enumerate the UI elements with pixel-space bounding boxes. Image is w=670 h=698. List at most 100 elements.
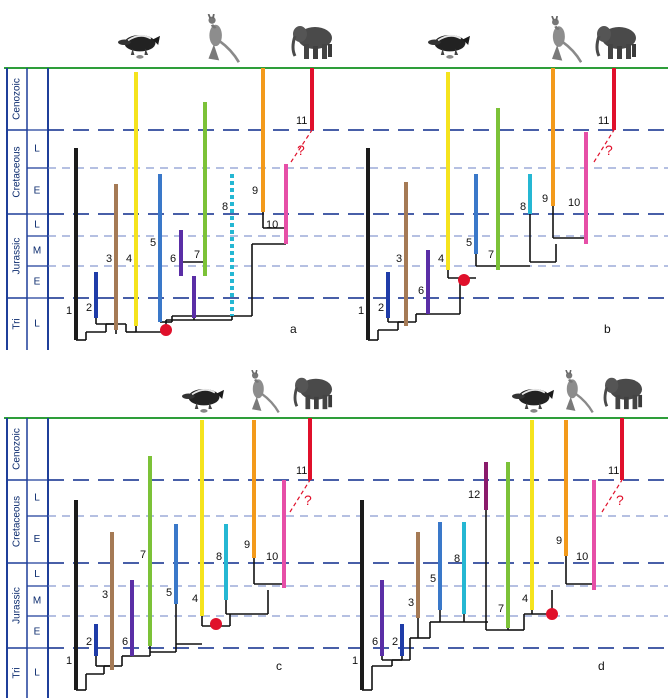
uncertain-link: [601, 479, 623, 513]
lineage-label: 4: [522, 593, 528, 605]
platypus-icon: [428, 34, 470, 60]
panel-label: b: [604, 322, 611, 336]
timescale-bottom: Cenozoic Cretaceous Jurassic Tri L E L M E L: [4, 417, 668, 698]
platypus-icon: [512, 388, 554, 414]
uncertain-question-mark: ?: [304, 492, 312, 508]
ancestral-node-marker: [458, 274, 470, 286]
lineage-label: 3: [408, 597, 414, 609]
lineage-label: 4: [438, 253, 444, 265]
lineage-label: 9: [556, 535, 562, 547]
lineage-label: 4: [192, 593, 198, 605]
lineage-label: 11: [296, 115, 307, 127]
subperiod-label: L: [34, 319, 40, 330]
era-label-jurassic: Jurassic: [12, 238, 23, 275]
lineage-label: 6: [122, 636, 128, 648]
timescale-top: Cenozoic Cretaceous Jurassic Tri L E L M E L: [4, 67, 668, 350]
era-label-cretaceous: Cretaceous: [12, 496, 23, 547]
lineage-label: 12: [468, 489, 480, 501]
uncertain-question-mark: ?: [605, 142, 613, 158]
era-label-triassic: Tri: [12, 667, 23, 678]
subperiod-label: E: [34, 534, 41, 545]
kangaroo-icon: [564, 370, 595, 414]
lineage-label: 8: [216, 551, 222, 563]
lineage-label: 10: [568, 197, 580, 209]
subperiod-label: L: [34, 668, 40, 679]
panel-b: ? 1 2 3 4 5 6 7 8 9 10 11 b: [358, 16, 638, 341]
lineage-label: 2: [392, 636, 398, 648]
lineage-label: 7: [488, 249, 494, 261]
elephant-icon: [293, 376, 334, 411]
era-label-jurassic: Jurassic: [12, 587, 23, 624]
elephant-icon: [603, 376, 644, 411]
era-label-triassic: Tri: [12, 318, 23, 329]
kangaroo-icon: [207, 14, 240, 64]
lineage-label: 6: [372, 636, 378, 648]
lineage-label: 5: [430, 573, 436, 585]
lineage-label: 3: [396, 253, 402, 265]
panel-a: ? 1 2 3 4 5 6 7 8 9 10 11 a: [66, 14, 334, 341]
uncertain-link: [289, 479, 311, 513]
elephant-icon: [595, 24, 638, 61]
lineage-label: 5: [166, 587, 172, 599]
lineage-label: 7: [498, 603, 504, 615]
platypus-icon: [118, 34, 160, 60]
elephant-icon: [291, 24, 334, 61]
subperiod-label: M: [33, 596, 41, 607]
panel-label: a: [290, 322, 297, 336]
lineage-label: 10: [576, 551, 588, 563]
lineage-label: 9: [252, 185, 258, 197]
subperiod-label: M: [33, 246, 41, 257]
lineage-label: 8: [454, 553, 460, 565]
ancestral-node-marker: [546, 608, 558, 620]
lineage-label: 2: [86, 302, 92, 314]
lineage-label: 10: [266, 551, 278, 563]
subperiod-label: L: [34, 569, 40, 580]
lineage-label: 8: [222, 201, 228, 213]
subperiod-label: L: [34, 493, 40, 504]
lineage-label: 6: [170, 253, 176, 265]
lineage-label: 7: [194, 249, 200, 261]
ancestral-node-marker: [160, 324, 172, 336]
lineage-label: 2: [86, 636, 92, 648]
lineage-label: 3: [106, 253, 112, 265]
lineage-label: 6: [418, 285, 424, 297]
lineage-label: 1: [66, 655, 72, 667]
subperiod-label: E: [34, 186, 41, 197]
lineage-label: 10: [266, 219, 278, 231]
lineage-label: 11: [598, 115, 609, 127]
ancestral-node-marker: [210, 618, 222, 630]
uncertain-link: [290, 129, 313, 163]
lineage-label: 9: [244, 539, 250, 551]
lineage-label: 1: [352, 655, 358, 667]
era-label-cenozoic: Cenozoic: [12, 428, 23, 470]
lineage-label: 7: [140, 549, 146, 561]
lineage-label: 9: [542, 193, 548, 205]
era-label-cretaceous: Cretaceous: [12, 146, 23, 197]
lineage-label: 11: [296, 465, 307, 477]
subperiod-label: E: [34, 277, 41, 288]
uncertain-question-mark: ?: [297, 142, 305, 158]
subperiod-label: L: [34, 144, 40, 155]
panel-label: d: [598, 659, 605, 673]
lineage-label: 11: [608, 465, 619, 477]
kangaroo-icon: [550, 16, 582, 64]
lineage-label: 5: [466, 237, 472, 249]
panel-label: c: [276, 659, 282, 673]
subperiod-label: E: [34, 627, 41, 638]
lineage-label: 8: [520, 201, 526, 213]
platypus-icon: [182, 388, 224, 414]
subperiod-label: L: [34, 220, 40, 231]
lineage-label: 1: [66, 305, 72, 317]
lineage-label: 1: [358, 305, 364, 317]
lineage-label: 4: [126, 253, 132, 265]
uncertain-link: [593, 129, 615, 163]
kangaroo-icon: [250, 370, 281, 414]
lineage-label: 2: [378, 302, 384, 314]
lineage-label: 3: [102, 589, 108, 601]
panel-c: ? 1 2 3 4 5 6 7 8 9 10 11 c: [66, 370, 334, 691]
uncertain-question-mark: ?: [616, 492, 624, 508]
era-label-cenozoic: Cenozoic: [12, 78, 23, 120]
lineage-label: 5: [150, 237, 156, 249]
